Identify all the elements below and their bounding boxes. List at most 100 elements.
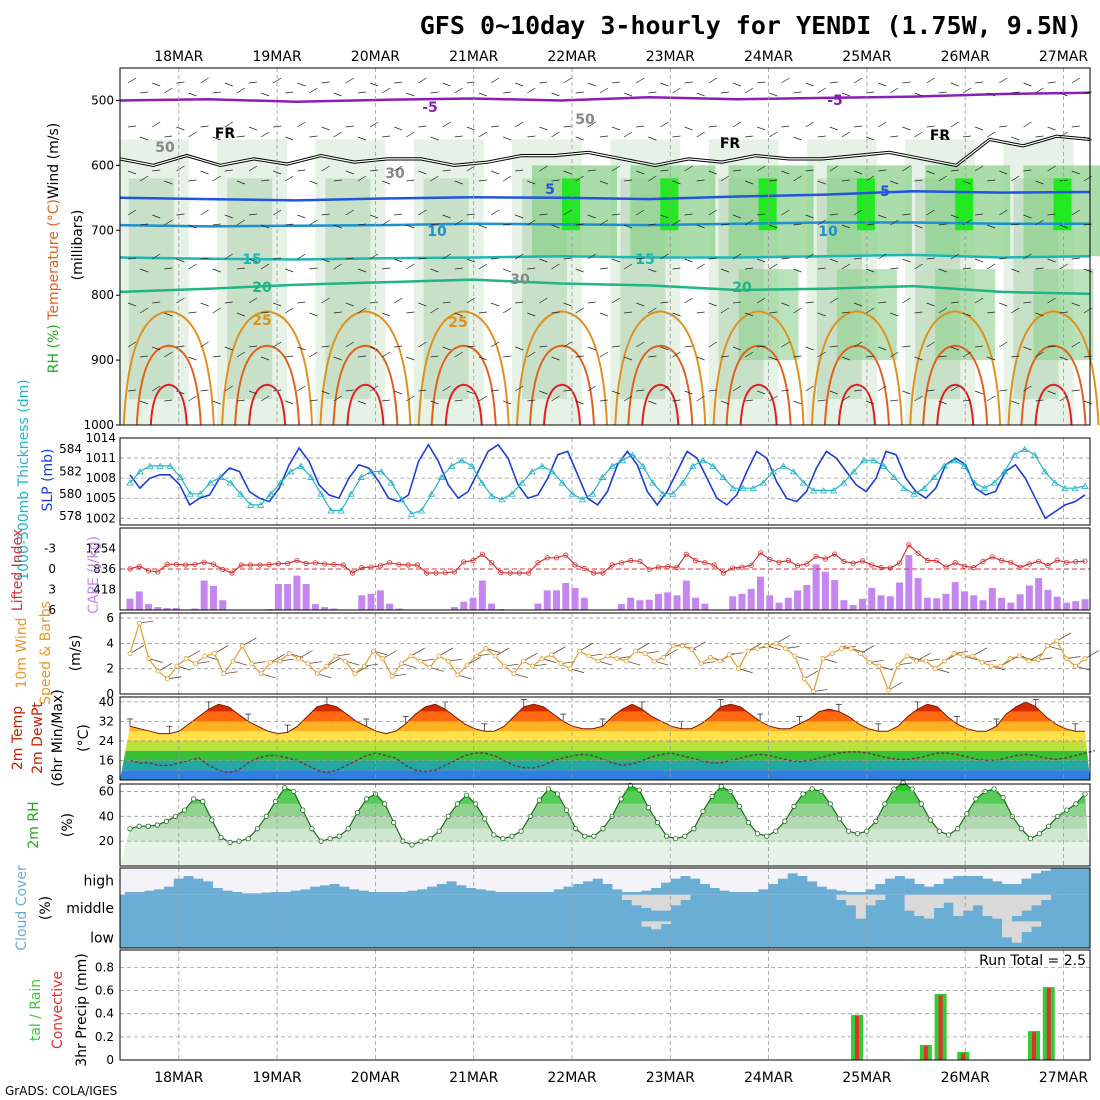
rh-shade-saturated (660, 178, 679, 231)
thickness-point (206, 479, 215, 486)
thickness-point (850, 468, 858, 475)
wind-barb (817, 180, 826, 185)
wind-barb (757, 165, 766, 172)
li-point (683, 551, 689, 557)
wind-barb (152, 214, 161, 219)
wind-barb (394, 81, 403, 84)
wind-barb (188, 311, 197, 314)
rh-point (654, 819, 661, 826)
wind-barb (236, 180, 246, 185)
cape-bar (877, 595, 885, 610)
wind-barb (599, 219, 609, 226)
cape-bar (933, 598, 941, 610)
date-label-top: 24MAR (744, 49, 793, 65)
wind-barb (248, 165, 258, 172)
cloud-high-bar (232, 892, 243, 895)
cloud-middle-gap (680, 894, 691, 900)
thickness-point (236, 490, 245, 497)
wind-barb (260, 92, 270, 97)
cloud-level-label: high (83, 873, 114, 889)
cloud-high-bar (709, 888, 720, 895)
isotherm-25 (319, 310, 412, 426)
wind-speed-point (539, 656, 545, 661)
wind-barb (599, 87, 609, 94)
cloud-high-bar (943, 878, 954, 895)
cape-bar (200, 580, 208, 610)
wind-barb (503, 223, 512, 226)
wind-barb (599, 351, 609, 358)
rh-point (272, 798, 279, 804)
wind-barb (720, 136, 730, 141)
wind-speed-point (857, 651, 863, 656)
cape-bar (460, 601, 468, 610)
wind-barb (914, 179, 923, 182)
wind-barb (430, 175, 439, 182)
rh-point (509, 833, 515, 839)
contour-label: FR (720, 136, 741, 152)
li-point (424, 570, 430, 576)
wind-barb (297, 346, 306, 351)
thickness-point (377, 468, 386, 475)
cloud-high-bar (894, 876, 905, 895)
wind-barb (260, 395, 270, 402)
wind-barb (236, 87, 246, 94)
li-point (359, 565, 365, 571)
wind-barb (575, 223, 584, 226)
dewpoint-line (129, 750, 1095, 774)
wind-barb (382, 135, 391, 138)
li-point (396, 561, 402, 568)
wind-barb (888, 681, 903, 691)
cloud-high-bar (1002, 884, 1013, 895)
wind-barb (708, 125, 717, 128)
wind-barb (1071, 257, 1080, 260)
wind-barb (551, 224, 560, 229)
date-label-top: 21MAR (449, 49, 498, 65)
li-point (257, 562, 263, 568)
wind-barb (974, 345, 984, 348)
cape-bar (293, 575, 301, 610)
thickness-point (699, 457, 707, 464)
wind-barb (587, 214, 596, 219)
cloud-high-bar (738, 892, 749, 895)
contour-label: -5 (827, 93, 843, 109)
rh-shade-mid (128, 178, 174, 400)
wind-barb (127, 302, 137, 307)
wind-barb (176, 213, 185, 216)
rh-point (973, 796, 979, 802)
wind-barb (720, 355, 729, 358)
rh-point (882, 801, 888, 807)
thickness-point (1010, 451, 1019, 458)
cloud-high-bar (280, 892, 291, 895)
wind-barb (188, 92, 197, 97)
wind-barb (793, 175, 802, 182)
thickness-point (417, 507, 426, 514)
cape-bar (682, 580, 690, 610)
wind-barb (152, 121, 161, 128)
wind-barb (865, 175, 875, 182)
wind-speed-point (970, 653, 976, 659)
wind-speed-point (1073, 663, 1079, 669)
cloud-high-bar (953, 876, 964, 895)
wind-barb (587, 82, 596, 87)
wind-speed-point (932, 666, 938, 672)
wind-barb (273, 302, 282, 307)
thickness-point (940, 462, 948, 469)
rh-tick: 60 (99, 784, 114, 798)
rh-point (773, 828, 779, 834)
wind-barb (551, 356, 560, 361)
wind-barb (369, 214, 379, 219)
cape-bar (1025, 585, 1033, 610)
rh-point (754, 831, 761, 837)
wind-barb (890, 135, 899, 138)
wind-barb (890, 180, 899, 185)
wind-barb (732, 385, 742, 392)
wind-barb (176, 390, 185, 395)
wind-barb (406, 179, 415, 182)
wind-barb (333, 224, 342, 229)
cloud-low-gap (1002, 921, 1013, 938)
cloud-high-bar (982, 878, 993, 895)
li-point (1082, 558, 1088, 564)
wind-barb (164, 351, 173, 358)
wind-barb (1023, 346, 1032, 351)
li-point (646, 566, 652, 572)
